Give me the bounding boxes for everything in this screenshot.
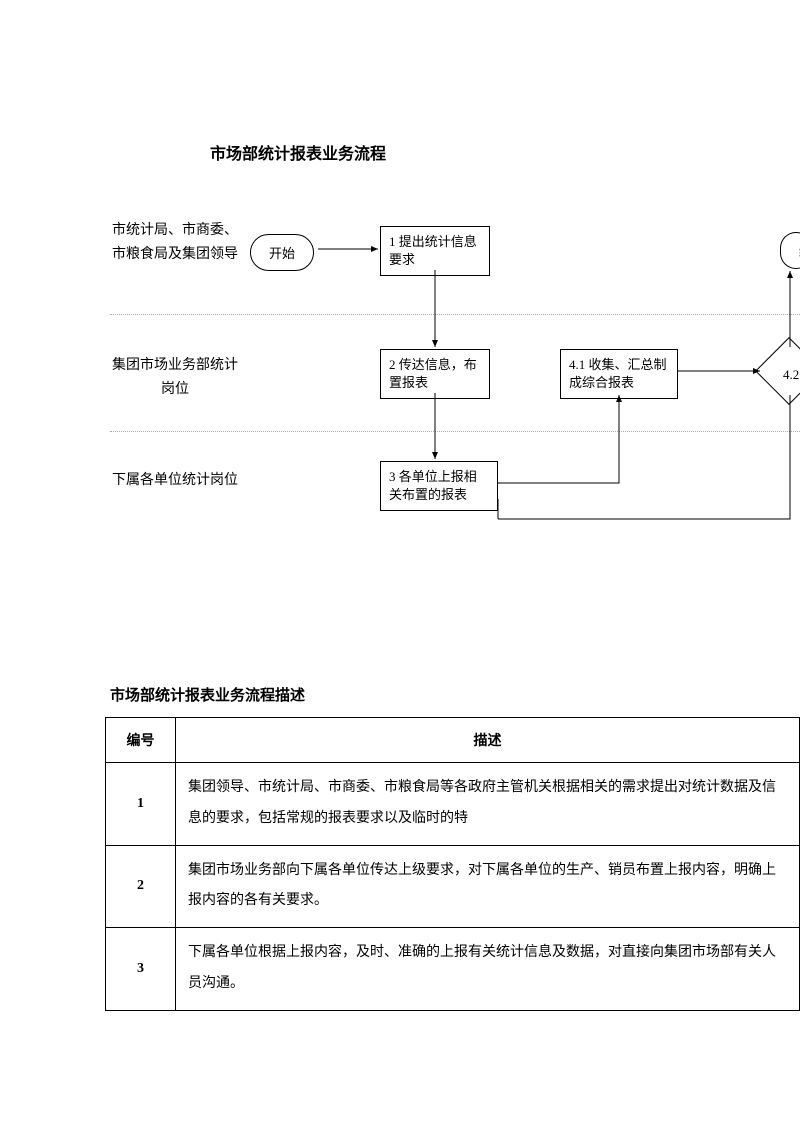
node-start: 开始 <box>250 234 314 271</box>
lane-divider <box>110 431 800 432</box>
node-1: 1 提出统计信息要求 <box>380 226 490 276</box>
flowchart: 市统计局、市商委、市粮食局及集团领导 集团市场业务部统计岗位 下属各单位统计岗位… <box>120 199 800 579</box>
table-row: 2 集团市场业务部向下属各单位传达上级要求，对下属各单位的生产、销员布置上报内容… <box>106 845 800 928</box>
description-table: 编号 描述 1 集团领导、市统计局、市商委、市粮食局等各政府主管机关根据相关的需… <box>105 717 800 1011</box>
lane-label-3: 下属各单位统计岗位 <box>110 469 240 493</box>
row-id: 3 <box>106 928 176 1011</box>
node-2: 2 传达信息，布置报表 <box>380 349 490 399</box>
row-desc: 下属各单位根据上报内容，及时、准确的上报有关统计信息及数据，对直接向集团市场部有… <box>176 928 800 1011</box>
node-label: 4.1 收集、汇总制成综合报表 <box>569 357 667 390</box>
row-id: 1 <box>106 763 176 846</box>
row-desc: 集团市场业务部向下属各单位传达上级要求，对下属各单位的生产、销员布置上报内容，明… <box>176 845 800 928</box>
node-4-1: 4.1 收集、汇总制成综合报表 <box>560 349 678 399</box>
node-label: 2 传达信息，布置报表 <box>389 357 477 390</box>
node-label: 4.2 审 <box>783 364 800 383</box>
node-end: 结 <box>780 232 800 269</box>
row-id: 2 <box>106 845 176 928</box>
node-3: 3 各单位上报相关布置的报表 <box>380 461 498 511</box>
node-label: 1 提出统计信息要求 <box>389 234 477 267</box>
table-header-id: 编号 <box>106 718 176 763</box>
node-label: 开始 <box>269 246 295 261</box>
table-title: 市场部统计报表业务流程描述 <box>110 684 800 705</box>
flowchart-title: 市场部统计报表业务流程 <box>210 140 800 164</box>
lane-label-2: 集团市场业务部统计岗位 <box>110 354 240 402</box>
node-label: 3 各单位上报相关布置的报表 <box>389 469 477 502</box>
table-header-desc: 描述 <box>176 718 800 763</box>
lane-divider <box>110 314 800 315</box>
node-4-2: 4.2 审 <box>745 347 800 397</box>
row-desc: 集团领导、市统计局、市商委、市粮食局等各政府主管机关根据相关的需求提出对统计数据… <box>176 763 800 846</box>
table-row: 1 集团领导、市统计局、市商委、市粮食局等各政府主管机关根据相关的需求提出对统计… <box>106 763 800 846</box>
table-row: 3 下属各单位根据上报内容，及时、准确的上报有关统计信息及数据，对直接向集团市场… <box>106 928 800 1011</box>
lane-label-1: 市统计局、市商委、市粮食局及集团领导 <box>110 219 240 267</box>
